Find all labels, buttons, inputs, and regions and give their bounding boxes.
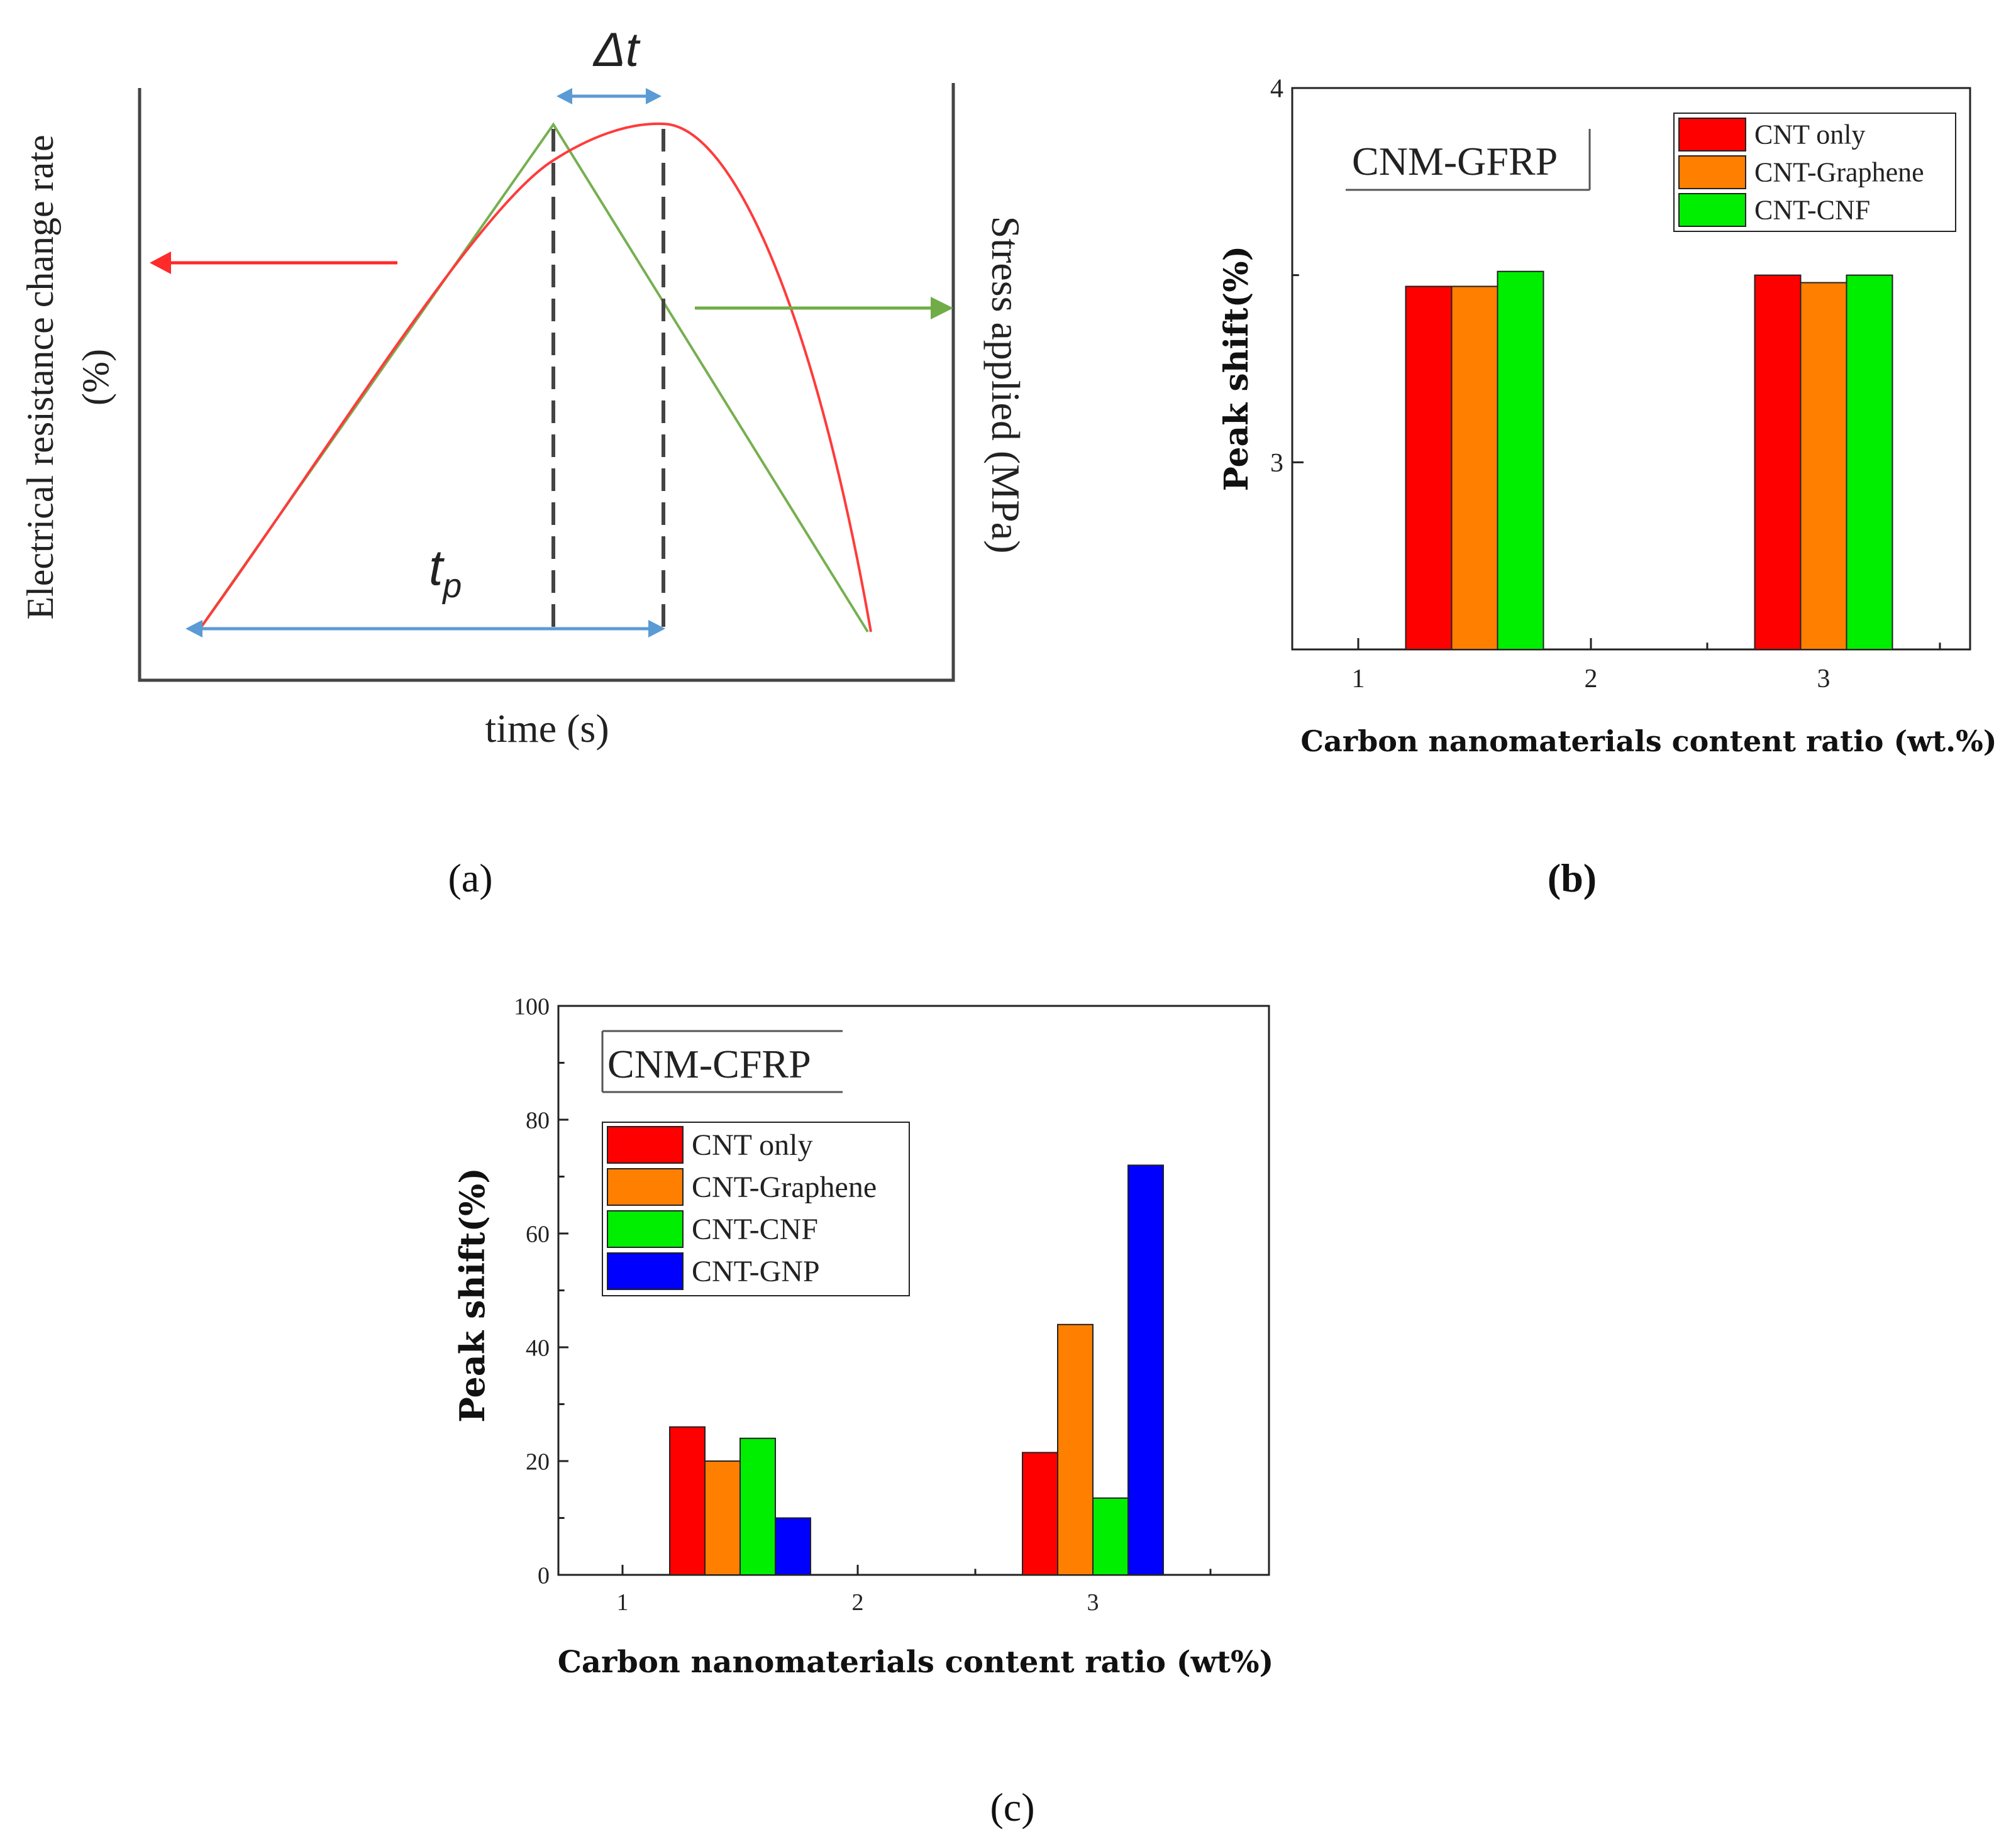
y-tick-label: 100	[514, 993, 550, 1020]
delta-t-arrowhead-left	[557, 88, 572, 104]
bars-c	[669, 1164, 1164, 1576]
stress-curve	[199, 122, 869, 633]
bar-cnt-cnf	[1846, 274, 1893, 650]
legend-label: CNT-CNF	[1754, 195, 1870, 226]
panel-label-b: (b)	[1548, 856, 1597, 900]
y-tick-label: 4	[1270, 75, 1283, 104]
legend-label: CNT-Graphene	[1754, 157, 1924, 188]
bar-cnt-gnp	[1127, 1164, 1164, 1575]
x-axis-label-b: Carbon nanomaterials content ratio (wt.%…	[1300, 724, 1997, 758]
bar-cnt-graphene	[1451, 285, 1498, 650]
legend-swatch	[607, 1252, 684, 1290]
y-ticks-c: 0 20 40 60 80 100	[514, 993, 568, 1589]
tp-label: tp	[429, 539, 462, 605]
bar-cnt-cnf	[1497, 270, 1544, 651]
bar-cnt-gnp	[775, 1517, 811, 1575]
y-tick-label: 0	[538, 1562, 550, 1589]
y-tick-label: 80	[526, 1107, 550, 1134]
bar-cnt-only	[1405, 285, 1453, 650]
panel-label-c: (c)	[990, 1785, 1034, 1829]
tp-arrowhead-left	[186, 620, 202, 637]
y-axis-label-b: Peak shift(%)	[1217, 246, 1256, 491]
bars-b	[1405, 270, 1893, 651]
bar-cnt-graphene	[1800, 282, 1847, 651]
legend-swatch	[607, 1168, 684, 1206]
y-axis-label-left: Electrical resistance change rate	[19, 135, 61, 619]
legend-c: CNT only CNT-Graphene CNT-CNF CNT-GNP	[602, 1122, 910, 1296]
legend-swatch	[1678, 193, 1746, 227]
panel-label-a: (a)	[448, 856, 492, 900]
legend-swatch	[607, 1210, 684, 1248]
x-tick-label: 3	[1087, 1589, 1099, 1616]
legend-swatch	[1678, 118, 1746, 152]
legend-label: CNT-CNF	[692, 1213, 818, 1246]
y-axis-label-c: Peak shift(%)	[452, 1167, 492, 1422]
bar-cnt-graphene	[704, 1460, 741, 1575]
delta-t-arrowhead-right	[646, 88, 662, 104]
tp-arrowhead-right	[648, 620, 665, 637]
y-tick-label: 3	[1270, 449, 1283, 478]
bar-cnt-cnf	[1092, 1497, 1129, 1575]
y-tick-label: 20	[526, 1448, 550, 1475]
y-axis-label-left-unit: (%)	[75, 349, 116, 406]
legend-label: CNT only	[692, 1128, 812, 1162]
legend-label: CNT only	[1754, 119, 1865, 150]
axes-frame-a	[138, 83, 955, 682]
y-tick-label: 60	[526, 1221, 550, 1247]
y-tick-label: 40	[526, 1335, 550, 1361]
right-axis-arrowhead	[931, 297, 953, 319]
inset-title-b: CNM-GFRP	[1352, 139, 1558, 184]
y-axis-label-right: Stress applied (MPa)	[983, 216, 1028, 554]
legend-swatch	[1678, 155, 1746, 189]
x-tick-label: 2	[1585, 665, 1598, 693]
inset-title-c: CNM-CFRP	[607, 1042, 811, 1086]
x-tick-label: 3	[1817, 665, 1830, 693]
x-ticks-c: 1 2 3	[617, 1565, 1212, 1616]
x-axis-label-a: time (s)	[485, 706, 609, 751]
legend-label: CNT-GNP	[692, 1255, 820, 1288]
delta-t-label: Δt	[592, 23, 641, 77]
legend-swatch	[607, 1126, 684, 1164]
bar-cnt-only	[1022, 1452, 1058, 1576]
legend-b: CNT only CNT-Graphene CNT-CNF	[1673, 113, 1956, 232]
panel-a: Δt tp Electrical resistance change rate …	[19, 23, 1028, 900]
legend-label: CNT-Graphene	[692, 1171, 877, 1204]
panel-c: 0 20 40 60 80 100 1 2 3 CNM-CFRP CNT only CNT-Gr…	[452, 993, 1273, 1829]
bar-cnt-only	[669, 1426, 706, 1575]
bar-cnt-graphene	[1057, 1323, 1094, 1576]
tp-main: t	[429, 539, 445, 595]
resistance-curve	[199, 122, 872, 632]
x-tick-label: 1	[617, 1589, 629, 1616]
tp-sub: p	[441, 567, 462, 605]
left-axis-arrowhead	[150, 251, 171, 274]
x-axis-label-c: Carbon nanomaterials content ratio (wt%)	[558, 1645, 1274, 1680]
x-tick-label: 2	[852, 1589, 864, 1616]
y-ticks-b: 34	[1270, 75, 1304, 478]
bar-cnt-only	[1754, 274, 1802, 650]
x-tick-label: 1	[1352, 665, 1365, 693]
plot-area-b	[1291, 87, 1971, 651]
bar-cnt-cnf	[739, 1437, 776, 1576]
